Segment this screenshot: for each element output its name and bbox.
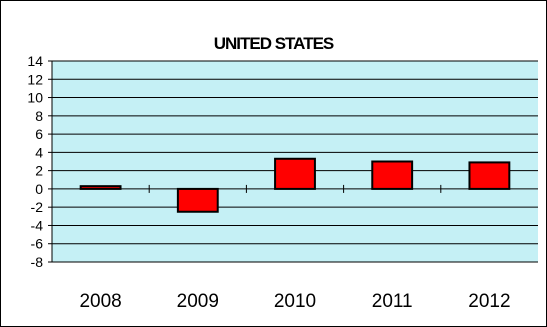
bar-2009 — [176, 187, 219, 213]
x-category-label: 2008 — [79, 291, 121, 312]
y-axis-labels: 14 12 10 8 6 4 2 0 -2 -4 -6 -8 — [27, 53, 43, 270]
bar-2012 — [468, 161, 511, 190]
y-tick-label: -8 — [31, 254, 44, 270]
y-tick-label: 8 — [35, 108, 43, 124]
y-tick-label: 6 — [35, 126, 43, 142]
bar-2010 — [274, 157, 316, 190]
y-axis-ticks — [48, 60, 52, 263]
y-tick-label: 10 — [27, 90, 43, 106]
x-category-label: 2012 — [468, 291, 510, 312]
x-category-label: 2011 — [372, 291, 413, 312]
chart-title: UNITED STATES — [213, 34, 335, 53]
y-tick-label: 4 — [35, 144, 43, 160]
y-tick-label: -2 — [31, 199, 44, 215]
y-tick-label: -6 — [31, 236, 44, 252]
y-tick-label: 12 — [27, 71, 43, 87]
gridlines — [52, 60, 538, 263]
x-category-label: 2009 — [177, 291, 219, 312]
bar-2011 — [371, 160, 414, 190]
y-tick-label: 0 — [35, 181, 43, 197]
x-category-label: 2010 — [274, 291, 316, 312]
y-tick-label: -4 — [31, 217, 44, 233]
y-tick-label: 14 — [27, 53, 43, 69]
y-tick-label: 2 — [35, 163, 43, 179]
x-axis-labels: 2008 2009 2010 2011 2012 — [79, 291, 510, 312]
